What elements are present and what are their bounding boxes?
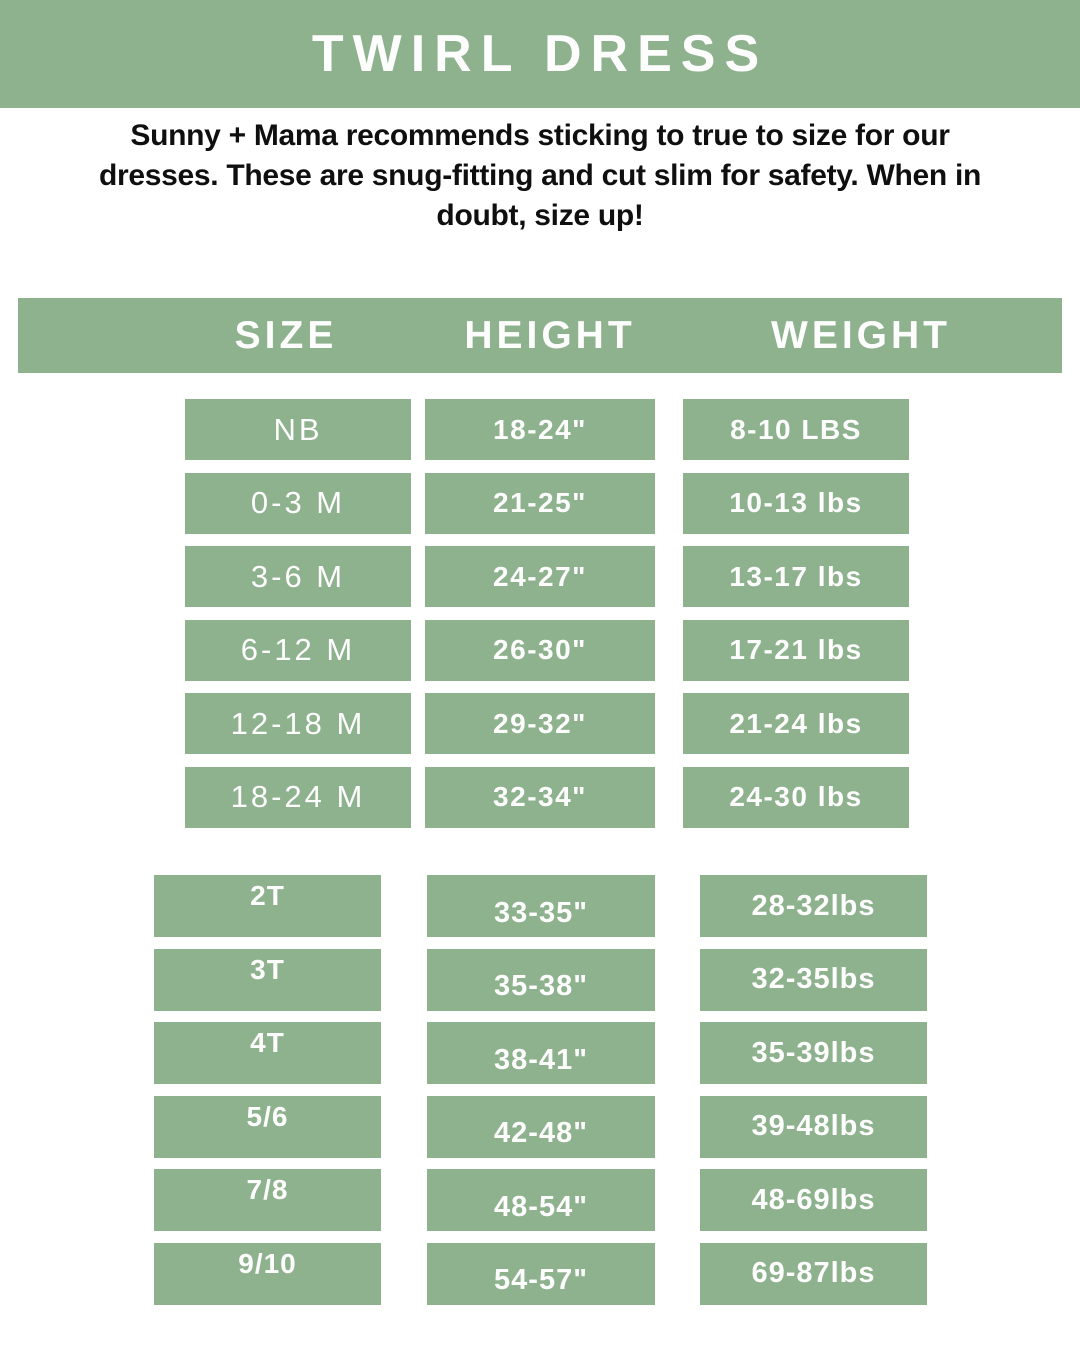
weight-cell: 35-39lbs [700,1022,927,1084]
height-cell: 21-25" [425,472,655,534]
weight-cell: 48-69lbs [700,1169,927,1231]
weight-cell: 8-10 LBS [683,399,909,460]
intro-text: Sunny + Mama recommends sticking to true… [0,116,1080,236]
table-row: 12-18 M 29-32" 21-24 lbs [0,693,1080,754]
intro-line: dresses. These are snug-fitting and cut … [98,159,982,192]
table-row: 2T 33-35" 28-32lbs [0,875,1080,937]
weight-cell: 24-30 lbs [683,766,909,828]
size-cell: 18-24 M [185,766,411,828]
weight-cell: 13-17 lbs [683,546,909,607]
size-cell: NB [185,399,411,460]
height-cell: 54-57" [427,1242,655,1305]
height-cell: 48-54" [427,1169,655,1231]
height-cell: 33-35" [427,875,655,937]
size-cell: 7/8 [154,1169,381,1231]
table-row: 0-3 M 21-25" 10-13 lbs [0,472,1080,534]
height-cell: 35-38" [427,948,655,1011]
column-header-height: HEIGHT [464,313,636,357]
height-cell: 24-27" [425,546,655,607]
size-cell: 0-3 M [185,472,411,534]
size-cell: 2T [154,875,381,937]
table-header-bar: SIZE HEIGHT WEIGHT [18,298,1062,373]
weight-cell: 10-13 lbs [683,472,909,534]
height-cell: 18-24" [425,399,655,460]
weight-cell: 39-48lbs [700,1095,927,1158]
column-header-size: SIZE [234,313,338,357]
size-cell: 3-6 M [185,546,411,607]
weight-cell: 17-21 lbs [683,619,909,681]
weight-cell: 21-24 lbs [683,693,909,754]
table-row: 3T 35-38" 32-35lbs [0,948,1080,1011]
table-row: 3-6 M 24-27" 13-17 lbs [0,546,1080,607]
intro-line: Sunny + Mama recommends sticking to true… [130,119,950,152]
weight-cell: 69-87lbs [700,1242,927,1305]
page-title: TWIRL DRESS [311,25,769,83]
toddler-rows-section: 2T 33-35" 28-32lbs 3T 35-38" 32-35lbs 4T… [0,875,1080,1316]
size-cell: 6-12 M [185,619,411,681]
size-cell: 3T [154,948,381,1011]
table-row: 9/10 54-57" 69-87lbs [0,1242,1080,1305]
table-row: 4T 38-41" 35-39lbs [0,1022,1080,1084]
table-row: 6-12 M 26-30" 17-21 lbs [0,619,1080,681]
size-cell: 9/10 [154,1242,381,1305]
height-cell: 29-32" [425,693,655,754]
title-banner: TWIRL DRESS [0,0,1080,108]
table-row: NB 18-24" 8-10 LBS [0,399,1080,460]
weight-cell: 32-35lbs [700,948,927,1011]
table-row: 7/8 48-54" 48-69lbs [0,1169,1080,1231]
height-cell: 26-30" [425,619,655,681]
infant-rows-section: NB 18-24" 8-10 LBS 0-3 M 21-25" 10-13 lb… [0,399,1080,840]
column-header-weight: WEIGHT [771,313,951,357]
weight-cell: 28-32lbs [700,875,927,937]
height-cell: 42-48" [427,1095,655,1158]
table-row: 5/6 42-48" 39-48lbs [0,1095,1080,1158]
table-row: 18-24 M 32-34" 24-30 lbs [0,766,1080,828]
size-cell: 5/6 [154,1095,381,1158]
size-cell: 12-18 M [185,693,411,754]
height-cell: 38-41" [427,1022,655,1084]
size-cell: 4T [154,1022,381,1084]
height-cell: 32-34" [425,766,655,828]
intro-line: doubt, size up! [436,199,644,232]
